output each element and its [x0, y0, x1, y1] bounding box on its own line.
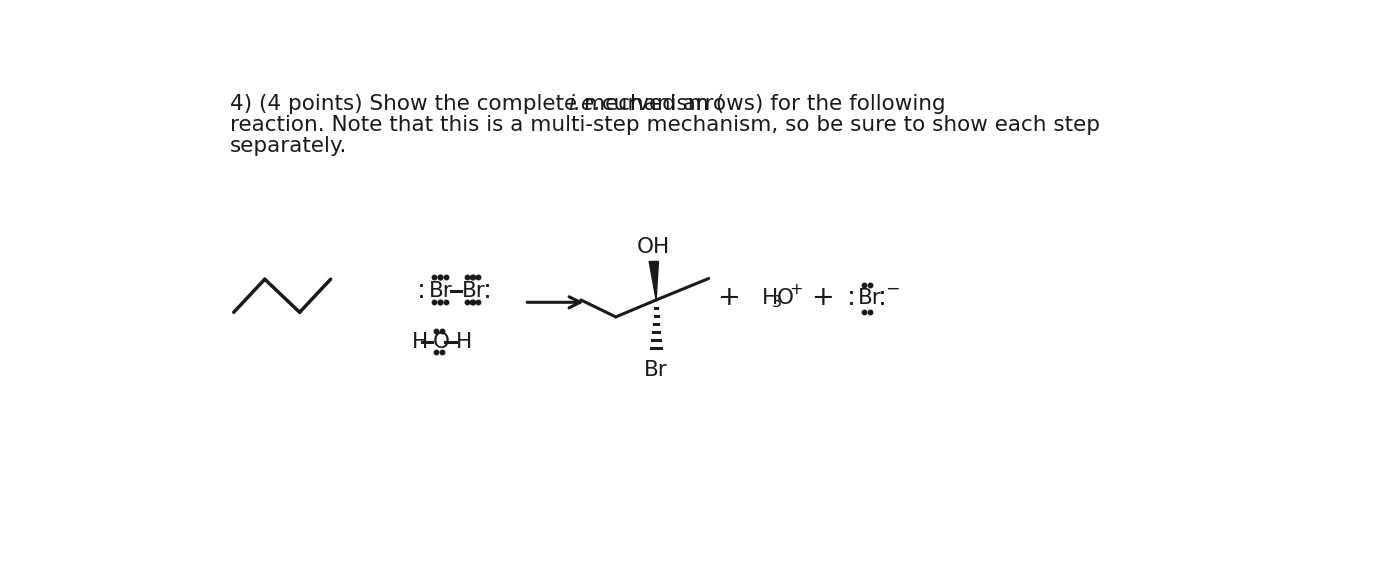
- Text: +: +: [717, 285, 739, 311]
- Text: O: O: [778, 288, 794, 309]
- Text: :: :: [484, 278, 492, 303]
- Text: :: :: [878, 285, 886, 311]
- Polygon shape: [649, 261, 658, 300]
- Text: reaction. Note that this is a multi-step mechanism, so be sure to show each step: reaction. Note that this is a multi-step…: [229, 115, 1099, 135]
- Text: O: O: [433, 332, 449, 352]
- Text: i.e.: i.e.: [567, 94, 600, 115]
- Text: H: H: [763, 288, 779, 309]
- Text: H: H: [456, 332, 473, 352]
- Text: −: −: [885, 279, 900, 297]
- Text: OH: OH: [638, 237, 671, 257]
- Text: 3: 3: [772, 295, 782, 310]
- Text: Br: Br: [857, 288, 881, 309]
- Text: H: H: [412, 332, 429, 352]
- Text: separately.: separately.: [229, 136, 348, 156]
- Text: :: :: [848, 285, 856, 311]
- Text: +: +: [790, 282, 802, 297]
- Text: Br: Br: [429, 281, 453, 301]
- Text: Br: Br: [644, 360, 668, 380]
- Text: 4) (4 points) Show the complete mechanism (: 4) (4 points) Show the complete mechanis…: [229, 94, 724, 115]
- Text: +: +: [812, 285, 834, 311]
- Text: curved arrows) for the following: curved arrows) for the following: [595, 94, 945, 115]
- Text: :: :: [416, 278, 426, 303]
- Text: Br: Br: [462, 281, 485, 301]
